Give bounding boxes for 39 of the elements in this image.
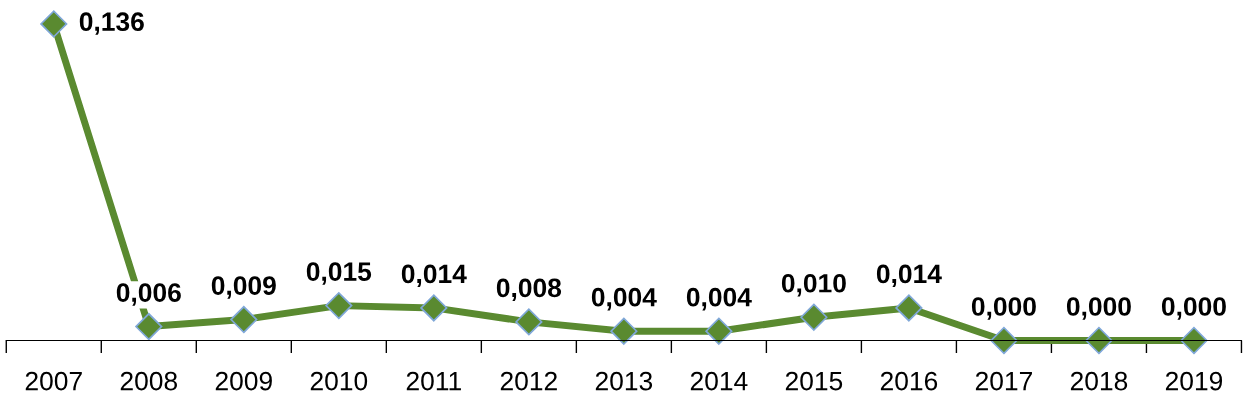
x-tick-label: 2009: [215, 371, 272, 391]
data-label: 0,000: [971, 297, 1036, 320]
point: [610, 317, 638, 345]
x-tick-label: 2014: [690, 371, 748, 391]
point: [800, 303, 828, 331]
data-label: 0,014: [876, 264, 942, 288]
x-tick-label: 2007: [25, 371, 82, 391]
x-tick-label: 2013: [595, 371, 653, 391]
x-tick-label: 2011: [406, 371, 461, 391]
data-label: 0,000: [1161, 297, 1226, 320]
x-tick-label: 2016: [880, 371, 938, 391]
point: [230, 305, 258, 334]
data-label: 0,009: [211, 276, 276, 299]
x-tick-label: 2018: [1070, 371, 1128, 391]
point: [325, 292, 353, 320]
data-label: 0,136: [79, 12, 144, 35]
x-tick-label: 2019: [1165, 371, 1223, 391]
point: [895, 294, 923, 322]
data-label: 0,010: [781, 273, 846, 297]
x-tick-label: 2017: [975, 371, 1032, 391]
data-label: 0,008: [496, 278, 562, 302]
data-label: 0,000: [1066, 297, 1131, 320]
data-label: 0,015: [306, 262, 372, 285]
data-label: 0,004: [591, 287, 657, 311]
point: [515, 308, 543, 336]
data-label: 0,014: [401, 264, 467, 288]
point: [40, 10, 68, 38]
data-label: 0,004: [686, 287, 752, 311]
point: [705, 317, 733, 345]
point: [990, 326, 1018, 355]
point: [1085, 326, 1113, 355]
x-tick-label: 2008: [120, 371, 177, 391]
x-tick-label: 2015: [785, 371, 843, 391]
x-tick-label: 2010: [310, 371, 368, 391]
point: [135, 312, 163, 341]
point: [420, 294, 448, 322]
data-label: 0,006: [116, 283, 181, 306]
point: [1180, 326, 1208, 355]
x-tick-label: 2012: [500, 371, 557, 391]
